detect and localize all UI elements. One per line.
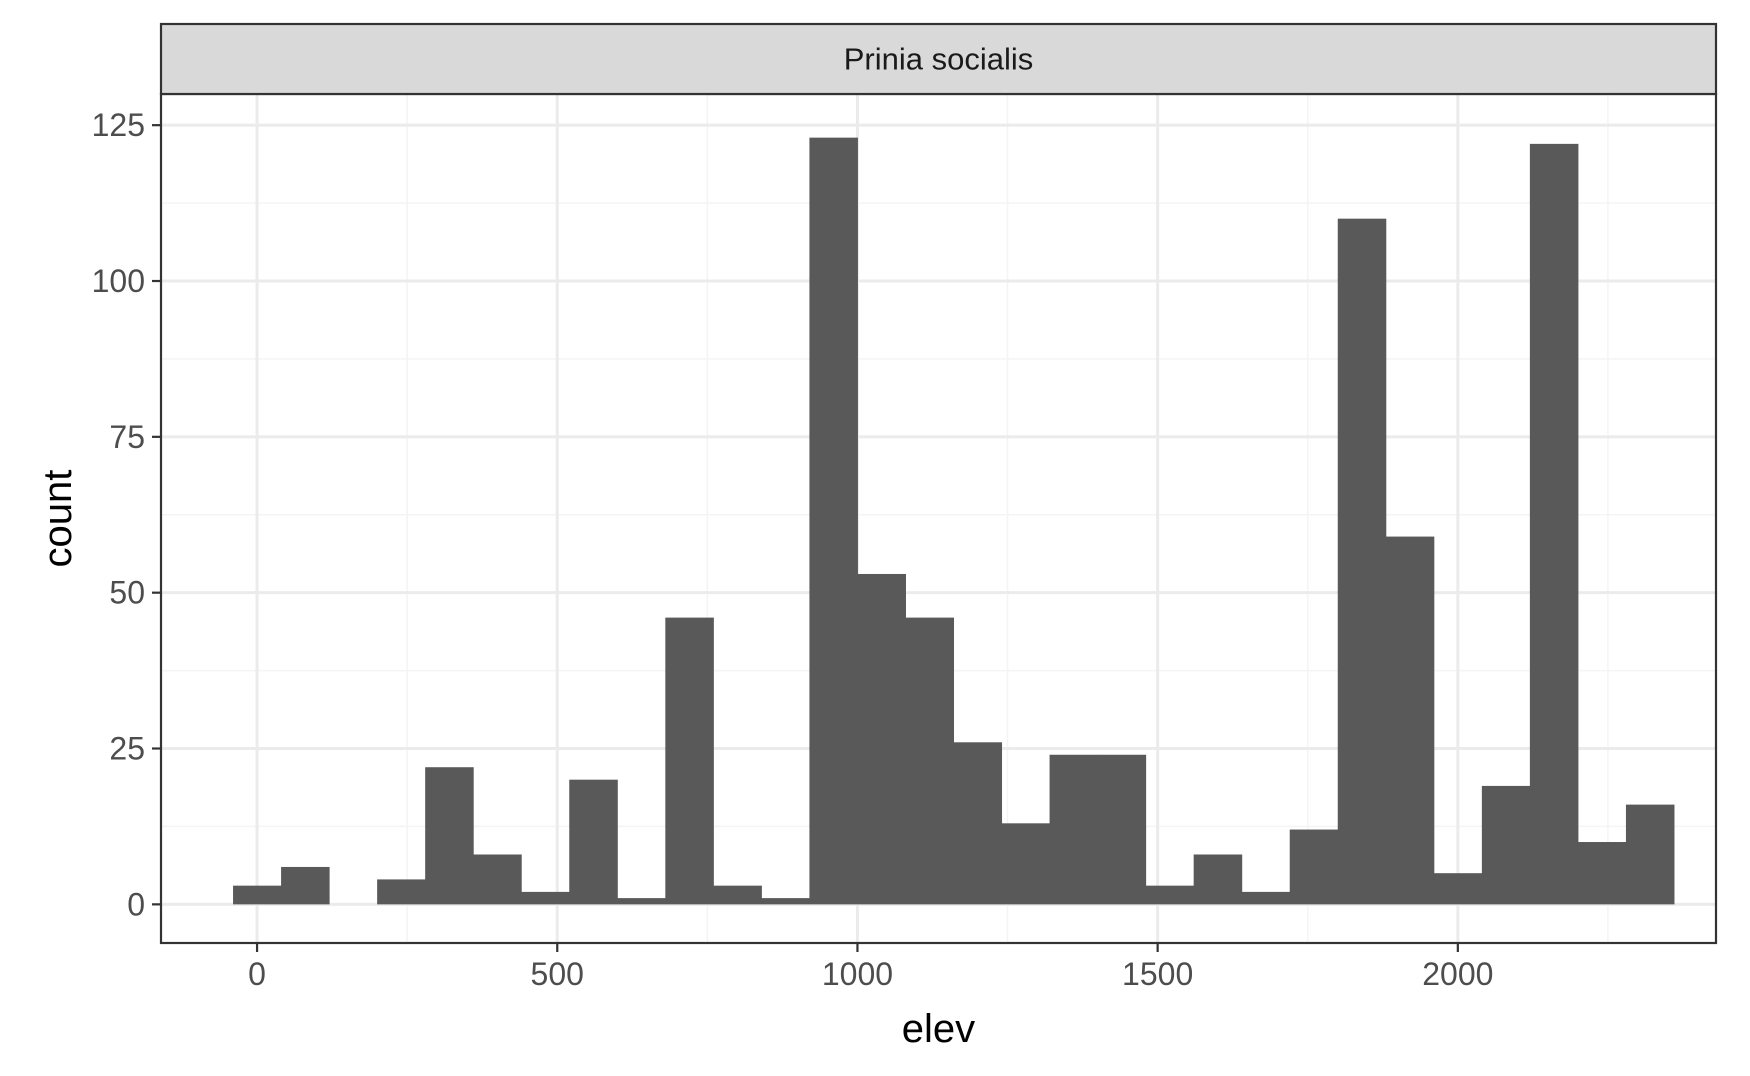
histogram-bar — [1241, 891, 1291, 905]
histogram-bar — [1193, 854, 1243, 905]
histogram-bar — [233, 885, 282, 905]
y-axis: 0 25 50 75 100 125 — [92, 107, 161, 922]
histogram-bar — [1577, 842, 1627, 905]
histogram-bar — [1289, 829, 1339, 905]
x-tick-label: 1000 — [822, 956, 893, 992]
x-axis-title: elev — [902, 1007, 975, 1051]
facet-strip-background — [159, 22, 1718, 96]
histogram-bar — [377, 879, 426, 905]
histogram-bar — [617, 898, 666, 905]
histogram-bar — [665, 617, 714, 905]
y-tick-label: 100 — [92, 263, 145, 299]
y-tick-label: 75 — [109, 419, 145, 455]
x-tick-label: 0 — [248, 956, 266, 992]
histogram-bar — [1385, 536, 1435, 905]
y-tick-label: 25 — [109, 731, 145, 767]
histogram-bar — [473, 854, 522, 905]
histogram-bar — [521, 891, 570, 905]
bars-layer — [233, 137, 1675, 905]
histogram-bar — [809, 137, 858, 905]
x-tick-label: 500 — [531, 956, 584, 992]
x-axis: 0 500 1000 1500 2000 — [248, 943, 1493, 992]
facet-strip: Prinia socialis — [159, 22, 1718, 96]
histogram-bar — [425, 767, 474, 905]
histogram-bar — [905, 617, 955, 905]
histogram-bar — [1097, 754, 1147, 905]
histogram-bar — [1049, 754, 1099, 905]
y-tick-label: 125 — [92, 107, 145, 143]
histogram-bar — [761, 898, 810, 905]
histogram-bar — [713, 885, 762, 905]
histogram-bar — [1337, 218, 1387, 905]
histogram-bar — [1001, 823, 1051, 905]
histogram-bar — [281, 866, 330, 905]
y-tick-label: 50 — [109, 575, 145, 611]
histogram-bar — [569, 779, 618, 905]
histogram-bar — [1481, 785, 1531, 905]
facet-label: Prinia socialis — [844, 42, 1034, 77]
histogram-bar — [1529, 143, 1579, 905]
histogram-bar — [1145, 885, 1195, 905]
histogram-bar — [1433, 873, 1483, 905]
x-tick-label: 2000 — [1422, 956, 1493, 992]
histogram-bar — [953, 742, 1003, 905]
x-tick-label: 1500 — [1122, 956, 1193, 992]
y-tick-label: 0 — [127, 886, 145, 922]
y-axis-title: count — [36, 470, 80, 568]
histogram-bar — [857, 573, 906, 905]
histogram-bar — [1625, 804, 1675, 905]
